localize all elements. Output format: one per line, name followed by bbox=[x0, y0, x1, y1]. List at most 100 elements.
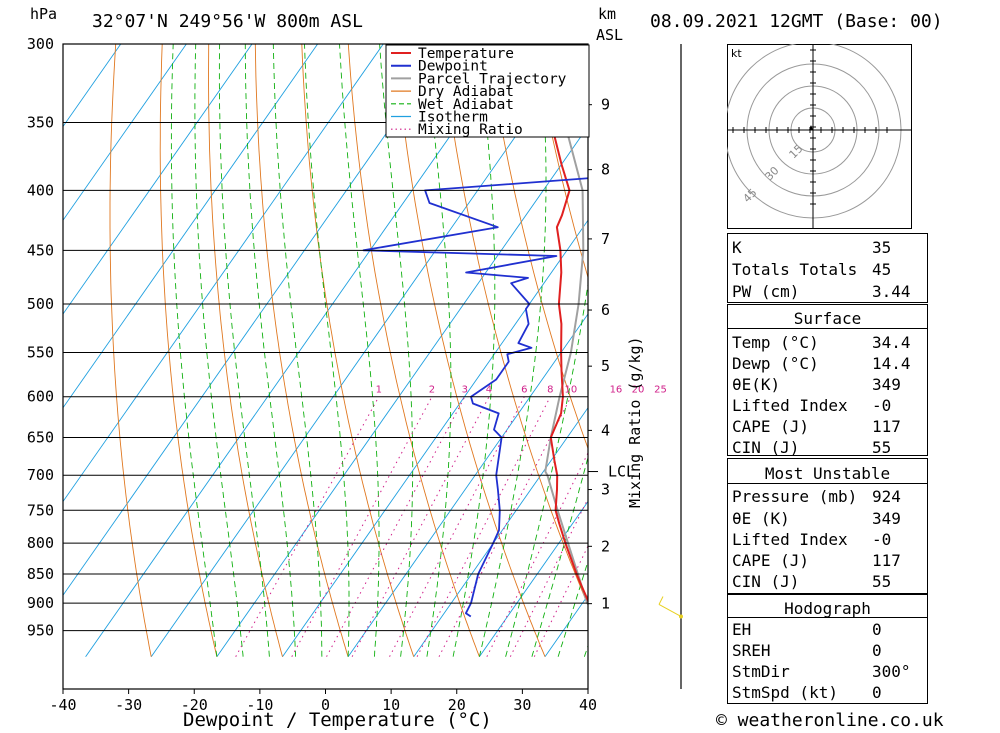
mixing-ratio-label: 16 bbox=[610, 385, 623, 396]
pressure-tick-label: 300 bbox=[27, 35, 54, 53]
most-unstable-panel: Most Unstable Pressure (mb) 924 θE (K) 349… bbox=[727, 458, 928, 594]
lcl-label: LCL bbox=[608, 463, 635, 481]
isotherm-line bbox=[63, 44, 384, 503]
hodograph-row: EH 0 bbox=[732, 620, 882, 639]
hodograph-title: Hodograph bbox=[784, 599, 871, 618]
most-unstable-row: Pressure (mb) 924 bbox=[732, 487, 901, 506]
wet-adiabat-line bbox=[170, 44, 218, 657]
dry-adiabat-line bbox=[208, 44, 283, 657]
dry-adiabat-line bbox=[674, 44, 700, 657]
pressure-tick-label: 650 bbox=[27, 428, 54, 446]
hodograph: kt 15 30 45 bbox=[727, 44, 912, 229]
legend-label: Temperature bbox=[418, 46, 514, 62]
hodograph-panel: Hodograph EH 0 SREH 0 StmDir 300° StmSpd (k… bbox=[727, 594, 928, 704]
legend-label: Isotherm bbox=[418, 110, 488, 126]
surface-row: CIN (J) 55 bbox=[732, 438, 892, 457]
pressure-tick-label: 900 bbox=[27, 594, 54, 612]
legend-label: Dewpoint bbox=[418, 59, 488, 75]
wet-adiabat-line bbox=[531, 455, 588, 657]
most-unstable-row: θE (K) 349 bbox=[732, 509, 901, 528]
datetime-title: 08.09.2021 12GMT (Base: 00) bbox=[650, 11, 943, 32]
x-tick-label: 10 bbox=[382, 696, 400, 714]
hodograph-row: StmDir 300° bbox=[732, 662, 911, 681]
mixing-ratio-label: 2 bbox=[429, 385, 435, 396]
wet-adiabat-line bbox=[194, 44, 244, 657]
mixing-ratio-label: 1 bbox=[376, 385, 382, 396]
dewpoint-line bbox=[362, 177, 588, 618]
legend-label: Parcel Trajectory bbox=[418, 71, 567, 87]
km-tick-label: 6 bbox=[601, 301, 610, 319]
isotherm-line bbox=[282, 219, 588, 657]
dry-adiabat-line bbox=[109, 44, 152, 657]
x-axis-label: Dewpoint / Temperature (°C) bbox=[183, 709, 492, 731]
x-tick-label: 40 bbox=[579, 696, 597, 714]
surface-row: Lifted Index -0 bbox=[732, 396, 892, 415]
surface-panel: Surface Temp (°C) 34.4 Dewp (°C) 14.4 θE(K… bbox=[727, 304, 928, 457]
isotherm-line bbox=[478, 500, 588, 657]
dry-adiabat-line bbox=[533, 44, 588, 279]
legend-label: Mixing Ratio bbox=[418, 122, 523, 138]
mixing-ratio-label: 4 bbox=[486, 385, 492, 396]
plot-frame bbox=[62, 43, 589, 690]
legend-box bbox=[385, 44, 590, 138]
surface-row: Temp (°C) 34.4 bbox=[732, 333, 911, 352]
wind-barb-flag bbox=[658, 596, 664, 605]
wet-adiabat-line bbox=[304, 44, 350, 657]
isotherm-line bbox=[63, 44, 318, 409]
hodograph-row: SREH 0 bbox=[732, 641, 882, 660]
x-tick-label: -20 bbox=[181, 696, 208, 714]
most-unstable-row: Lifted Index -0 bbox=[732, 530, 892, 549]
dry-adiabat-line bbox=[159, 44, 218, 657]
wet-adiabat-line bbox=[379, 44, 414, 657]
wet-adiabat-line bbox=[339, 44, 380, 657]
most-unstable-row: CIN (J) 55 bbox=[732, 572, 892, 591]
mixing-ratio-line bbox=[351, 396, 490, 657]
temperature-line bbox=[549, 122, 588, 604]
mixing-ratio-axis-label: Mixing Ratio (g/kg) bbox=[626, 336, 644, 508]
isotherm-line bbox=[63, 44, 187, 222]
mixing-ratio-label: 25 bbox=[654, 385, 667, 396]
mixing-ratio-label: 6 bbox=[521, 385, 527, 396]
surface-row: Dewp (°C) 14.4 bbox=[732, 354, 911, 373]
mixing-ratio-label: 20 bbox=[632, 385, 645, 396]
hodograph-unit: kt bbox=[731, 47, 742, 60]
copyright-text: © weatheronline.co.uk bbox=[716, 710, 944, 731]
isotherm-line bbox=[413, 406, 588, 657]
km-label: km bbox=[598, 5, 617, 23]
km-tick-label: 8 bbox=[601, 161, 610, 179]
km-tick-label: 1 bbox=[601, 595, 610, 613]
pressure-tick-label: 850 bbox=[27, 565, 54, 583]
x-tick-label: 20 bbox=[448, 696, 466, 714]
surface-row: CAPE (J) 117 bbox=[732, 417, 901, 436]
location-title: 32°07'N 249°56'W 800m ASL bbox=[92, 11, 363, 32]
asl-label: ASL bbox=[596, 26, 624, 44]
km-tick-label: 5 bbox=[601, 357, 610, 375]
x-tick-label: 0 bbox=[321, 696, 330, 714]
most-unstable-title: Most Unstable bbox=[764, 464, 891, 483]
pressure-tick-label: 500 bbox=[27, 295, 54, 313]
pressure-tick-label: 750 bbox=[27, 501, 54, 519]
storm-motion-marker bbox=[809, 125, 813, 130]
wet-adiabat-line bbox=[272, 44, 323, 657]
most-unstable-row: CAPE (J) 117 bbox=[732, 551, 901, 570]
skewt-chart: 1 2 3 4 6 8 10 16 20 25 3003504004505005506006507… bbox=[27, 35, 700, 714]
legend-label: Dry Adiabat bbox=[418, 84, 514, 100]
mixing-ratio-line bbox=[438, 396, 572, 657]
km-tick-label: 3 bbox=[601, 481, 610, 499]
index-row: K 35 bbox=[732, 238, 892, 257]
index-row: PW (cm) 3.44 bbox=[732, 282, 911, 301]
indices-panel: K 35 Totals Totals 45 PW (cm) 3.44 bbox=[727, 233, 928, 303]
mixing-ratio-label: 10 bbox=[565, 385, 578, 396]
wet-adiabat-line bbox=[611, 44, 700, 657]
x-tick-label: 30 bbox=[513, 696, 531, 714]
pressure-tick-label: 950 bbox=[27, 622, 54, 640]
km-tick-label: 9 bbox=[601, 96, 610, 114]
km-tick-label: 2 bbox=[601, 537, 610, 555]
isotherm-line bbox=[63, 44, 253, 315]
x-tick-label: -40 bbox=[49, 696, 76, 714]
index-row: Totals Totals 45 bbox=[732, 260, 892, 279]
x-tick-label: -10 bbox=[246, 696, 273, 714]
pressure-tick-label: 800 bbox=[27, 534, 54, 552]
mixing-ratio-line bbox=[416, 396, 551, 657]
parcel-trajectory-line bbox=[544, 122, 588, 606]
